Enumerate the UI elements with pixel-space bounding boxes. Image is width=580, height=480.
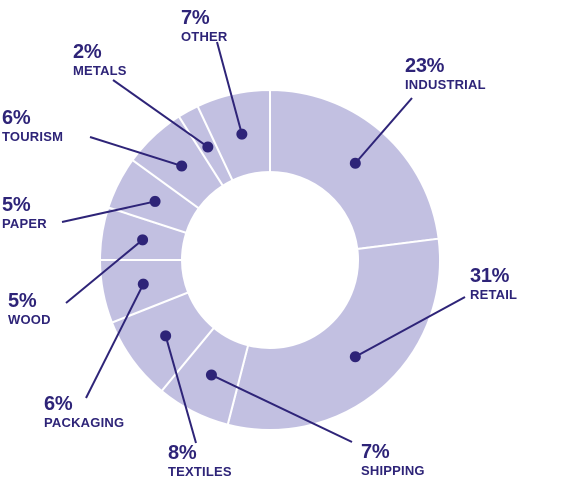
dot-wood	[137, 234, 149, 246]
leader-metals	[112, 79, 209, 148]
leader-textiles	[164, 335, 197, 444]
label-industrial-name: INDUSTRIAL	[405, 77, 486, 92]
slice-industrial	[269, 88, 440, 251]
leader-tourism	[89, 136, 182, 167]
label-retail-pct: 31%	[470, 265, 510, 287]
dot-industrial	[349, 157, 361, 169]
label-retail: 31% RETAIL	[470, 266, 517, 301]
label-textiles-pct: 8%	[168, 442, 197, 464]
leader-retail	[354, 296, 466, 358]
dot-shipping	[205, 369, 217, 381]
dot-paper	[149, 195, 161, 207]
label-paper-pct: 5%	[2, 194, 31, 216]
label-wood: 5% WOOD	[8, 291, 51, 326]
label-textiles: 8% TEXTILES	[168, 443, 232, 478]
dot-packaging	[137, 278, 149, 290]
label-tourism-name: TOURISM	[2, 129, 64, 144]
dot-metals	[202, 141, 214, 153]
slice-other	[196, 88, 271, 182]
label-metals: 2% METALS	[73, 42, 127, 77]
leader-other	[216, 41, 243, 135]
label-paper-name: PAPER	[2, 216, 47, 231]
dot-retail	[349, 351, 361, 363]
slice-retail	[226, 237, 441, 431]
label-shipping-name: SHIPPING	[361, 463, 425, 478]
label-other-pct: 7%	[181, 7, 210, 29]
dot-other	[236, 128, 248, 140]
label-paper: 5% PAPER	[2, 195, 47, 230]
label-tourism-pct: 6%	[2, 107, 31, 129]
label-packaging: 6% PACKAGING	[44, 394, 124, 429]
leader-paper	[61, 200, 156, 223]
leader-shipping	[211, 374, 353, 443]
label-metals-pct: 2%	[73, 41, 102, 63]
label-wood-name: WOOD	[8, 312, 51, 327]
label-wood-pct: 5%	[8, 290, 37, 312]
label-retail-name: RETAIL	[470, 287, 518, 302]
label-packaging-name: PACKAGING	[44, 415, 125, 430]
leader-packaging	[85, 283, 145, 399]
label-other: 7% OTHER	[181, 8, 228, 43]
label-shipping-pct: 7%	[361, 441, 390, 463]
label-textiles-name: TEXTILES	[168, 464, 232, 479]
leader-wood	[65, 239, 144, 304]
leaders-group	[61, 41, 466, 444]
slices-group	[98, 88, 441, 431]
label-shipping: 7% SHIPPING	[361, 442, 425, 477]
dot-textiles	[160, 330, 172, 342]
label-industrial: 23% INDUSTRIAL	[405, 56, 486, 91]
label-tourism: 6% TOURISM	[2, 108, 63, 143]
label-other-name: OTHER	[181, 29, 228, 44]
dot-tourism	[176, 160, 188, 172]
label-packaging-pct: 6%	[44, 393, 73, 415]
label-metals-name: METALS	[73, 63, 127, 78]
leader-industrial	[354, 97, 413, 164]
label-industrial-pct: 23%	[405, 55, 445, 77]
